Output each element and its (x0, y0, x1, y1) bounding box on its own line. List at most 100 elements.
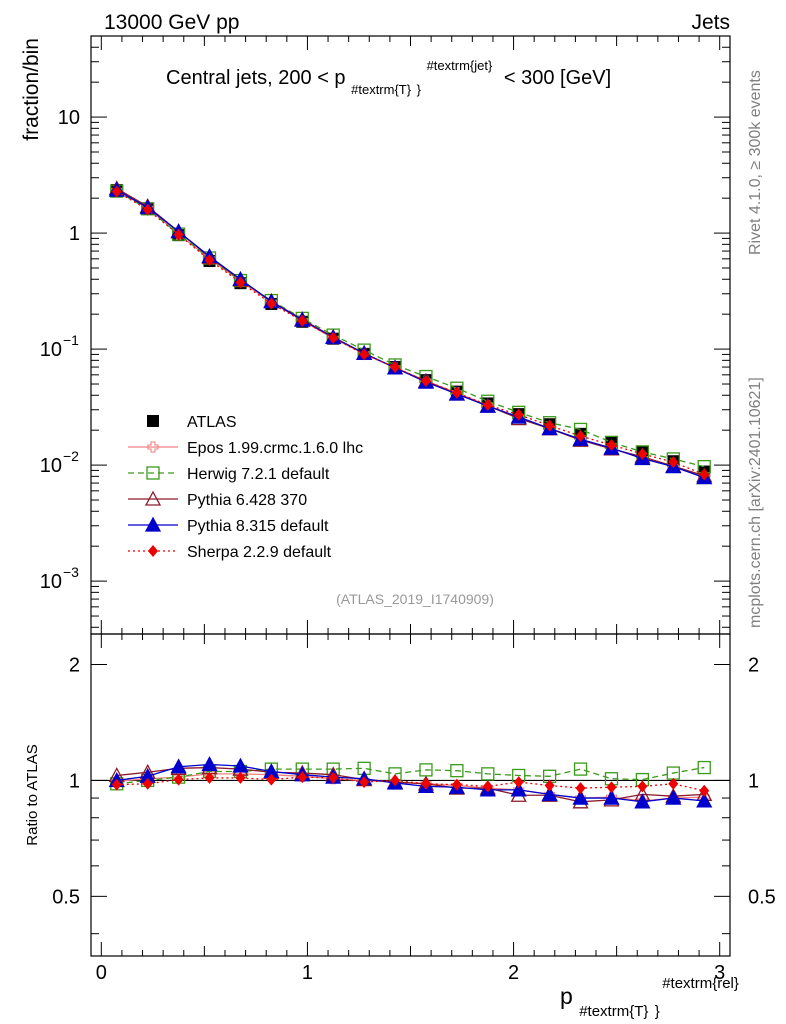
series-line (116, 776, 705, 792)
data-point (297, 314, 308, 327)
ratio-y-tick-label-right: 0.5 (748, 886, 776, 908)
side-mcplots-label: mcplots.cern.ch [arXiv:2401.10621] (747, 377, 764, 628)
legend-item: Sherpa 2.2.9 default (128, 544, 332, 561)
main-title: Central jets, 200 < p #textrm{T} } #text… (166, 53, 611, 99)
ratio-ticks (91, 634, 730, 956)
x-tick-label: 2 (508, 962, 519, 984)
series-line (116, 766, 705, 785)
data-point (235, 276, 246, 289)
data-point (513, 776, 524, 789)
data-point (148, 545, 158, 557)
data-point (451, 386, 462, 399)
header-energy-label: 13000 GeV pp (104, 11, 239, 34)
data-point (359, 348, 370, 361)
x-label-subscript: #textrm{T} (579, 1003, 648, 1020)
ratio-frame (90, 633, 731, 957)
data-point (173, 228, 184, 241)
series-line (116, 763, 705, 803)
data-point (482, 398, 493, 411)
data-point (450, 764, 464, 778)
data-point (142, 203, 153, 216)
data-point (575, 430, 586, 443)
data-point (699, 468, 710, 481)
data-point (147, 415, 159, 427)
data-point (204, 771, 215, 784)
series-line (116, 189, 705, 477)
data-point (359, 776, 370, 789)
y-tick-label-exponent: −2 (63, 448, 79, 464)
x-tick-label: 3 (714, 962, 725, 984)
x-axis-label: p #textrm{T} } #textrm{rel} (560, 975, 739, 1021)
ratio-ylabel: Ratio to ATLAS (24, 744, 41, 845)
data-point (266, 297, 277, 310)
side-rivet-label: Rivet 4.1.0, ≥ 300k events (747, 70, 764, 255)
data-point (603, 789, 620, 805)
ratio-ytick-labels: 2 2 1 1 0.5 0.5 (52, 654, 776, 908)
ratio-series-group (108, 756, 713, 809)
data-point (451, 778, 462, 791)
series-sherpa-2-2-9-default (111, 185, 710, 481)
y-tick-label: 10 (58, 107, 80, 129)
data-point (482, 780, 493, 793)
ratio-y-tick-label-right: 2 (748, 654, 759, 676)
legend-item: Epos 1.99.crmc.1.6.0 lhc (128, 440, 363, 457)
y-tick-label: 1 (69, 223, 80, 245)
x-label-superscript: #textrm{rel} (662, 975, 739, 992)
ratio-panel: Ratio to ATLAS 2 2 1 1 0.5 0.5 (24, 633, 776, 957)
data-point (111, 778, 122, 791)
data-point (634, 793, 651, 809)
legend-item: Pythia 6.428 370 (128, 490, 307, 509)
data-point (390, 774, 401, 787)
series-atlas (110, 184, 711, 478)
x-tick-label: 0 (96, 962, 107, 984)
series-sherpa-2-2-9-default (111, 771, 710, 797)
legend: ATLAS Epos 1.99.crmc.1.6.0 lhc Herwig 7.2.… (128, 414, 363, 561)
data-point (147, 441, 159, 453)
series-line (116, 188, 705, 477)
data-point (665, 789, 682, 805)
title-close-brace: } (417, 82, 422, 97)
ratio-y-tick-label-right: 1 (748, 770, 759, 792)
main-ylabel: fraction/bin (20, 38, 43, 141)
data-point (573, 762, 588, 776)
x-tick-label: 1 (302, 962, 313, 984)
x-tick-labels: 0 1 2 3 (96, 962, 726, 984)
series-pythia-6-428-370 (108, 180, 713, 483)
y-tick-label: 10 (40, 455, 62, 477)
data-point (142, 777, 153, 790)
data-point (513, 408, 524, 421)
legend-label: ATLAS (187, 414, 237, 431)
y-tick-label-exponent: −3 (63, 564, 79, 580)
data-point (328, 331, 339, 344)
data-point (111, 185, 122, 198)
ratio-y-tick-label: 1 (69, 770, 80, 792)
x-label-base: p (560, 983, 573, 1009)
series-epos-1-99-crmc-1-6-0-lhc (111, 184, 710, 482)
title-superscript: #textrm{jet} (427, 58, 493, 73)
data-point (235, 771, 246, 784)
legend-item: Herwig 7.2.1 default (128, 466, 330, 483)
analysis-watermark: (ATLAS_2019_I1740909) (336, 591, 494, 607)
data-point (170, 758, 187, 774)
y-tick-label: 10 (40, 339, 62, 361)
series-epos-1-99-crmc-1-6-0-lhc (111, 768, 710, 807)
data-point (637, 447, 648, 460)
legend-item: ATLAS (147, 414, 237, 431)
data-point (637, 780, 648, 793)
data-point (606, 439, 617, 452)
data-point (420, 375, 431, 388)
data-point (144, 490, 162, 506)
series-pythia-8-315-default (108, 181, 713, 485)
legend-label: Epos 1.99.crmc.1.6.0 lhc (187, 440, 363, 457)
ratio-y-tick-label: 2 (69, 654, 80, 676)
series-line (116, 191, 705, 476)
main-ticks (91, 35, 730, 634)
header-process-label: Jets (691, 11, 730, 34)
legend-label: Herwig 7.2.1 default (187, 466, 330, 483)
data-point (697, 760, 711, 775)
ratio-y-tick-label: 0.5 (52, 886, 80, 908)
data-point (173, 773, 184, 786)
data-point (390, 361, 401, 374)
legend-label: Sherpa 2.2.9 default (187, 544, 332, 561)
